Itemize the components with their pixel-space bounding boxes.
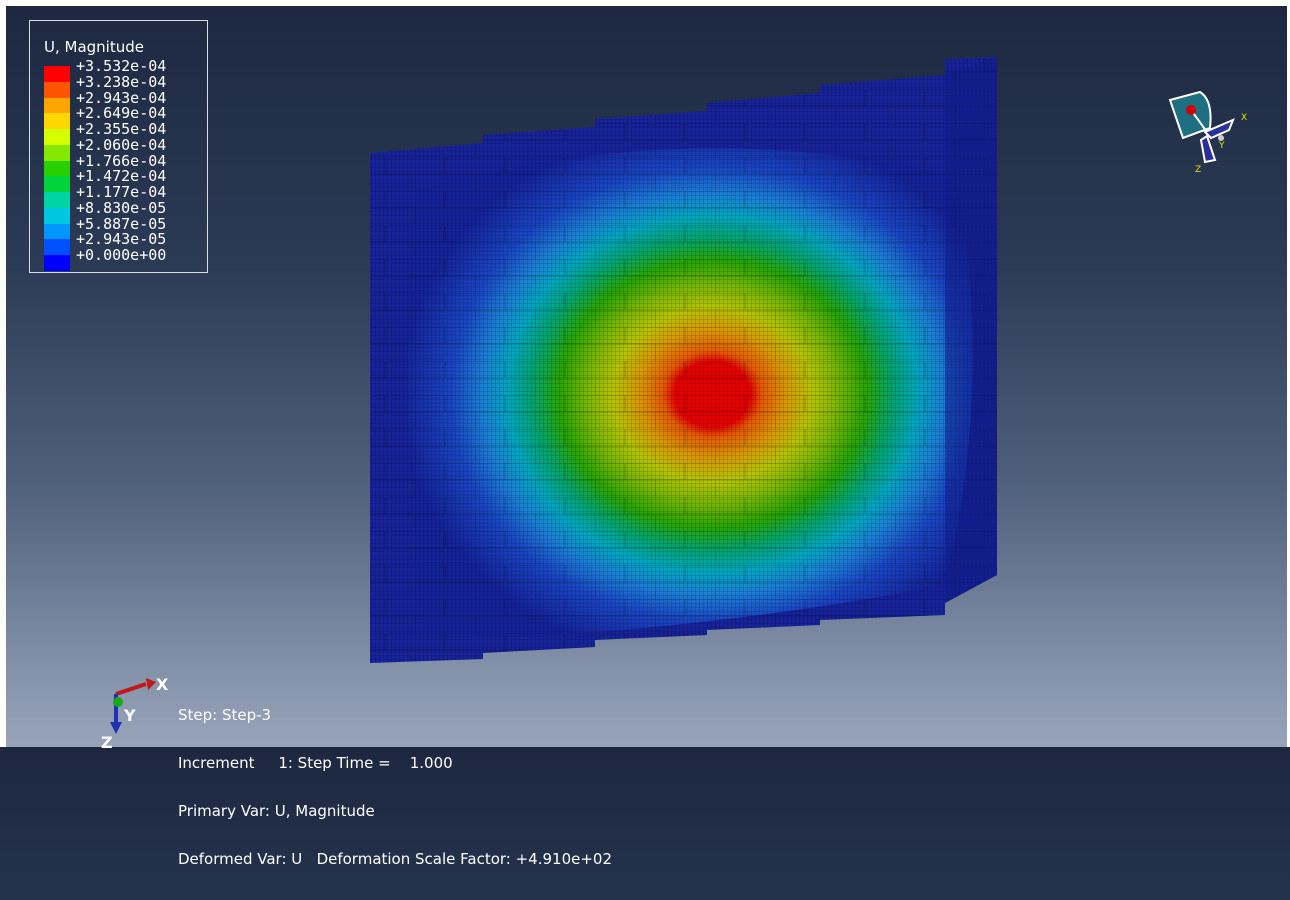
wall-side-face <box>945 57 997 603</box>
legend-swatch <box>44 160 70 177</box>
legend-value: +1.766e-04 <box>76 151 167 170</box>
triad-plane-icon <box>1168 90 1212 140</box>
fe-model-contour-plot[interactable] <box>355 55 1000 665</box>
legend-swatch <box>44 113 70 129</box>
legend-value: +2.943e-05 <box>76 230 167 249</box>
legend-swatch <box>44 176 70 192</box>
triad-x-blade <box>1203 118 1235 140</box>
legend-value: +0.000e+00 <box>76 246 167 264</box>
step-label: Step: Step-3 <box>178 706 272 724</box>
contour-legend[interactable]: U, Magnitude +3.532e-04 +3.238e-04 +2.943e… <box>29 20 208 273</box>
legend-swatch <box>44 239 70 255</box>
legend-swatch <box>44 223 70 240</box>
viewport-border-left <box>0 0 6 747</box>
viewport-border-top <box>0 0 1290 6</box>
legend-value: +8.830e-05 <box>76 198 167 217</box>
legend-value: +3.532e-04 <box>76 57 167 75</box>
legend-values: +3.532e-04 +3.238e-04 +2.943e-04 +2.649e-04… <box>76 57 167 264</box>
triad-point-icon <box>1186 105 1196 115</box>
legend-value: +2.060e-04 <box>76 135 167 154</box>
legend-swatch <box>44 144 70 161</box>
legend-swatch <box>44 129 70 145</box>
increment-label: Increment 1: Step Time = 1.000 <box>178 754 453 772</box>
state-info-block: Step: Step-3 Increment 1: Step Time = 1.… <box>178 675 612 899</box>
legend-value: +1.177e-04 <box>76 183 167 201</box>
legend-value: +1.472e-04 <box>76 167 167 186</box>
viewport[interactable]: U, Magnitude +3.532e-04 +3.238e-04 +2.943e… <box>0 0 1290 867</box>
view-orientation-triad[interactable]: X Y Z <box>1155 80 1265 180</box>
axis-z-label: Z <box>101 733 113 752</box>
axis-y-label: Y <box>124 706 136 725</box>
deformed-var-label: Deformed Var: U Deformation Scale Factor… <box>178 850 613 868</box>
primary-var-label: Primary Var: U, Magnitude <box>178 802 375 820</box>
legend-swatch <box>44 255 70 271</box>
axis-x-label: X <box>156 675 169 694</box>
legend-title: U, Magnitude <box>44 38 144 56</box>
view-triad-z-label: Z <box>1195 165 1201 175</box>
legend-swatch <box>44 81 70 98</box>
legend-swatch <box>44 66 70 82</box>
view-triad-x-label: X <box>1241 113 1247 123</box>
legend-swatch <box>44 97 70 114</box>
view-triad-y-label: Y <box>1218 141 1225 151</box>
legend-color-bar <box>44 66 70 271</box>
triad-z-blade <box>1199 134 1217 164</box>
viewport-border-right <box>1287 0 1290 747</box>
legend-value: +5.887e-05 <box>76 214 167 233</box>
legend-swatch <box>44 207 70 224</box>
legend-value: +3.238e-04 <box>76 72 167 91</box>
legend-swatch <box>44 192 70 208</box>
legend-value: +2.943e-04 <box>76 88 167 107</box>
legend-value: +2.355e-04 <box>76 120 167 138</box>
legend-value: +2.649e-04 <box>76 104 167 123</box>
mesh-overlay <box>370 57 997 663</box>
axis-triad <box>110 678 156 734</box>
